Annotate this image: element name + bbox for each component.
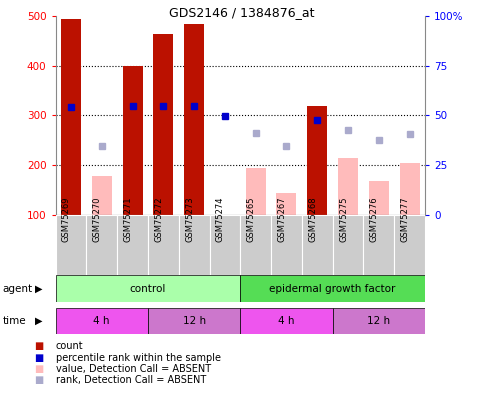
Text: percentile rank within the sample: percentile rank within the sample — [56, 353, 221, 362]
Text: GSM75268: GSM75268 — [308, 197, 317, 242]
Text: ▶: ▶ — [35, 284, 43, 294]
Bar — [61, 19, 81, 215]
Bar — [179, 215, 210, 275]
Bar — [117, 215, 148, 275]
Bar — [369, 181, 389, 215]
Text: 4 h: 4 h — [94, 316, 110, 326]
Text: GSM75274: GSM75274 — [216, 197, 225, 242]
Text: GSM75273: GSM75273 — [185, 197, 194, 242]
Text: GSM75276: GSM75276 — [370, 197, 379, 242]
Text: ■: ■ — [34, 375, 43, 385]
Bar — [153, 34, 173, 215]
Bar — [399, 162, 420, 215]
Text: GSM75265: GSM75265 — [247, 197, 256, 242]
Bar — [241, 275, 425, 302]
Bar — [210, 215, 240, 275]
Text: 12 h: 12 h — [367, 316, 390, 326]
Text: GSM75270: GSM75270 — [93, 197, 102, 242]
Text: control: control — [130, 284, 166, 294]
Text: 12 h: 12 h — [183, 316, 206, 326]
Text: ■: ■ — [34, 364, 43, 374]
Text: ■: ■ — [34, 353, 43, 362]
Text: ■: ■ — [34, 341, 43, 351]
Bar — [92, 176, 112, 215]
Text: agent: agent — [2, 284, 32, 294]
Bar — [148, 215, 179, 275]
Bar — [123, 66, 142, 215]
Text: count: count — [56, 341, 83, 351]
Text: epidermal growth factor: epidermal growth factor — [270, 284, 396, 294]
Text: GSM75277: GSM75277 — [400, 197, 410, 242]
Text: time: time — [2, 316, 26, 326]
Text: GSM75269: GSM75269 — [62, 197, 71, 242]
Text: value, Detection Call = ABSENT: value, Detection Call = ABSENT — [56, 364, 211, 374]
Bar — [333, 308, 425, 334]
Bar — [364, 215, 394, 275]
Bar — [86, 215, 117, 275]
Text: GSM75272: GSM75272 — [154, 197, 163, 242]
Bar — [240, 215, 271, 275]
Bar — [241, 308, 333, 334]
Bar — [271, 215, 302, 275]
Bar — [56, 215, 86, 275]
Bar — [246, 168, 266, 215]
Bar — [302, 215, 333, 275]
Text: rank, Detection Call = ABSENT: rank, Detection Call = ABSENT — [56, 375, 206, 385]
Bar — [56, 308, 148, 334]
Text: GSM75267: GSM75267 — [277, 197, 286, 242]
Bar — [333, 215, 364, 275]
Text: ▶: ▶ — [35, 316, 43, 326]
Text: GSM75271: GSM75271 — [124, 197, 132, 242]
Bar — [307, 106, 327, 215]
Text: GSM75275: GSM75275 — [339, 197, 348, 242]
Text: GDS2146 / 1384876_at: GDS2146 / 1384876_at — [169, 6, 314, 19]
Bar — [276, 193, 297, 215]
Bar — [338, 158, 358, 215]
Bar — [184, 23, 204, 215]
Bar — [148, 308, 241, 334]
Bar — [56, 275, 241, 302]
Bar — [394, 215, 425, 275]
Text: 4 h: 4 h — [278, 316, 295, 326]
